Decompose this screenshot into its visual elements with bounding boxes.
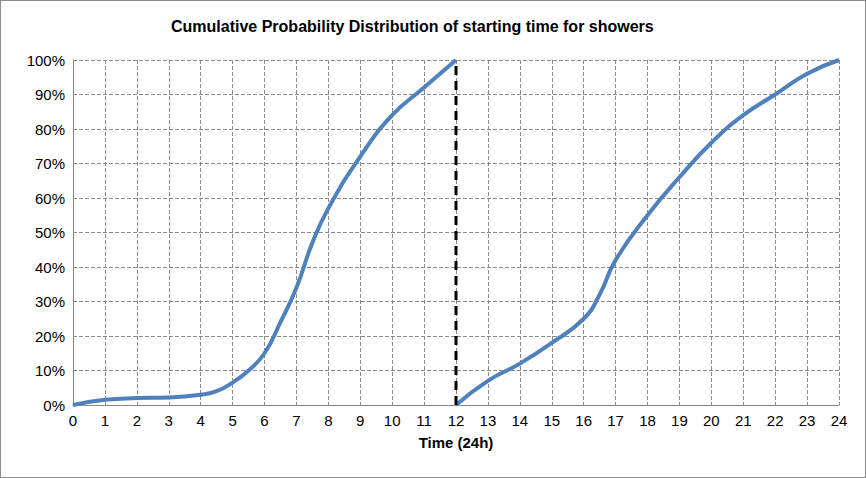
svg-text:6: 6 [260,412,268,429]
svg-text:4: 4 [196,412,204,429]
svg-text:30%: 30% [35,293,65,310]
svg-text:0%: 0% [43,397,65,414]
svg-text:0: 0 [69,412,77,429]
svg-text:14: 14 [511,412,528,429]
svg-text:Time (24h): Time (24h) [419,434,494,451]
svg-text:23: 23 [799,412,816,429]
svg-text:9: 9 [356,412,364,429]
svg-text:7: 7 [292,412,300,429]
svg-text:10%: 10% [35,362,65,379]
svg-text:22: 22 [767,412,784,429]
svg-text:50%: 50% [35,224,65,241]
svg-text:100%: 100% [27,52,65,69]
svg-text:19: 19 [671,412,688,429]
svg-text:18: 18 [639,412,656,429]
svg-text:10: 10 [384,412,401,429]
svg-text:3: 3 [165,412,173,429]
svg-text:24: 24 [831,412,848,429]
svg-text:Cumulative Probability Distrib: Cumulative Probability Distribution of s… [171,18,654,35]
svg-text:20%: 20% [35,328,65,345]
svg-text:8: 8 [324,412,332,429]
svg-text:80%: 80% [35,121,65,138]
svg-text:12: 12 [448,412,465,429]
svg-text:16: 16 [575,412,592,429]
svg-text:5: 5 [228,412,236,429]
svg-text:21: 21 [735,412,752,429]
svg-text:15: 15 [543,412,560,429]
svg-text:11: 11 [416,412,432,429]
svg-text:20: 20 [703,412,720,429]
svg-text:17: 17 [607,412,624,429]
svg-text:2: 2 [133,412,141,429]
svg-text:90%: 90% [35,86,65,103]
svg-text:60%: 60% [35,190,65,207]
svg-text:70%: 70% [35,155,65,172]
svg-text:1: 1 [101,412,109,429]
svg-text:13: 13 [480,412,497,429]
svg-text:40%: 40% [35,259,65,276]
